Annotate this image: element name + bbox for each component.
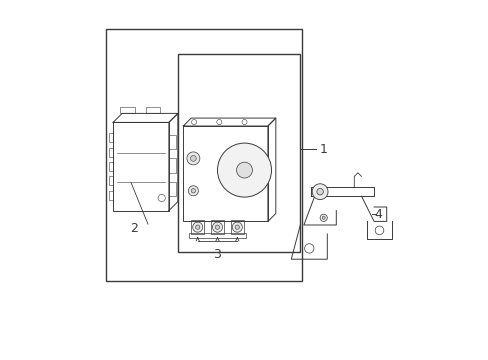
Bar <box>168 182 176 196</box>
Circle shape <box>217 143 271 197</box>
Bar <box>108 133 113 142</box>
Circle shape <box>190 156 196 161</box>
Bar <box>120 107 134 113</box>
Circle shape <box>232 222 242 232</box>
Bar <box>108 176 113 185</box>
Text: 4: 4 <box>374 208 382 221</box>
Circle shape <box>212 222 222 232</box>
Bar <box>183 126 267 221</box>
Bar <box>168 135 176 149</box>
Circle shape <box>316 189 323 195</box>
Bar <box>113 122 168 211</box>
Circle shape <box>192 222 203 232</box>
Circle shape <box>195 225 200 229</box>
Text: 1: 1 <box>320 143 327 156</box>
Circle shape <box>236 162 252 178</box>
Circle shape <box>235 225 239 229</box>
Text: 2: 2 <box>130 222 138 235</box>
Bar <box>108 148 113 157</box>
Bar <box>188 233 246 238</box>
Bar <box>178 54 300 252</box>
Circle shape <box>215 225 219 229</box>
Bar <box>108 162 113 171</box>
Text: 3: 3 <box>213 248 221 261</box>
Bar <box>108 191 113 200</box>
Bar <box>145 107 160 113</box>
Bar <box>168 158 176 173</box>
Bar <box>106 29 302 281</box>
Bar <box>211 220 224 234</box>
Bar <box>230 220 244 234</box>
Bar <box>191 220 204 234</box>
Circle shape <box>320 214 326 221</box>
Circle shape <box>191 189 195 193</box>
Circle shape <box>188 186 198 196</box>
Circle shape <box>186 152 200 165</box>
Circle shape <box>322 216 325 219</box>
Circle shape <box>311 184 327 199</box>
